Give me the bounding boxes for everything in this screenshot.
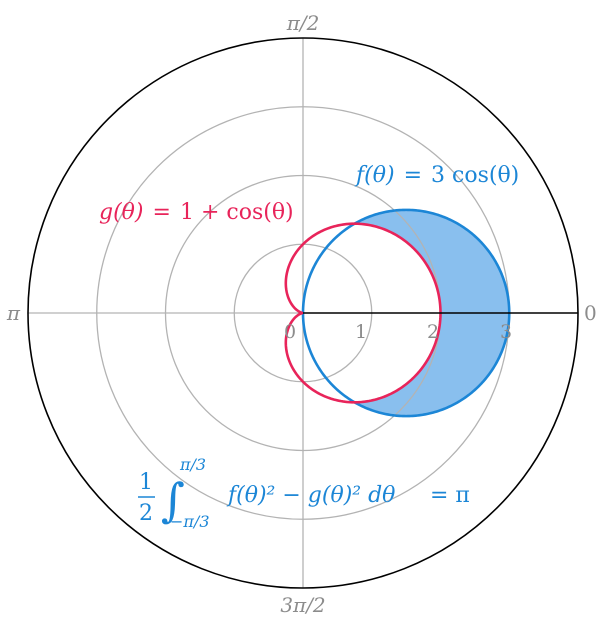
series-g-label-one: 1 — [180, 200, 194, 225]
series-g-label-eq: = — [153, 200, 171, 225]
annotation-integrand: f(θ)² − g(θ)² dθ — [226, 483, 395, 508]
integral-sign: ∫ — [161, 473, 185, 527]
series-g-label-fn: cos(θ) — [226, 200, 293, 225]
series-f-label: f(θ) = 3 cos(θ) — [354, 163, 519, 188]
angle-label-pi: π — [6, 301, 21, 325]
r-tick-label-1: 1 — [355, 321, 367, 343]
r-tick-label-0: 0 — [284, 321, 296, 343]
series-f-label-eq: = — [404, 163, 422, 188]
angle-label-3pi-over-2: 3π/2 — [280, 593, 325, 617]
angle-label-0: 0 — [584, 301, 597, 325]
series-g-label-lhs: g(θ) — [99, 200, 144, 225]
annotation-upper-limit: π/3 — [179, 455, 206, 474]
r-tick-label-3: 3 — [500, 321, 512, 343]
series-f-label-lhs: f(θ) — [354, 163, 395, 188]
annotation-half-denominator: 2 — [139, 501, 153, 526]
annotation-lower-limit: −π/3 — [170, 512, 210, 531]
annotation-result: = π — [430, 483, 470, 508]
series-f-label-fn: cos(θ) — [452, 163, 519, 188]
integral-annotation: 1 2 ∫ π/3 −π/3 f(θ)² − g(θ)² dθ = π — [138, 455, 470, 531]
series-g-label: g(θ) = 1 + cos(θ) — [99, 200, 294, 225]
angle-label-pi-over-2: π/2 — [286, 11, 320, 35]
series-g-label-plus: + — [201, 200, 219, 225]
shaded-area-between-f-and-g — [354, 209, 510, 417]
series-f-label-coef: 3 — [431, 163, 445, 188]
annotation-half-numerator: 1 — [139, 470, 153, 495]
r-tick-label-2: 2 — [427, 321, 439, 343]
